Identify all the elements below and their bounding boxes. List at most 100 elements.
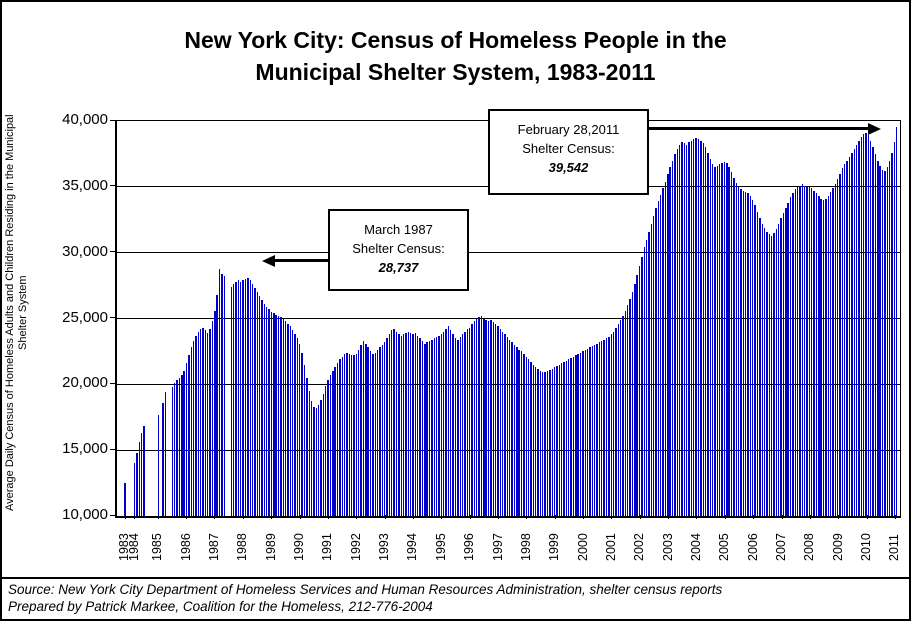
bar-slot: [268, 121, 270, 516]
x-axis-tick: [327, 515, 329, 519]
bar-slot: [749, 121, 752, 516]
bar: [572, 356, 575, 516]
bar: [766, 231, 768, 516]
bar-slot: [445, 121, 447, 516]
bar: [398, 334, 400, 516]
bar: [242, 280, 244, 516]
bar: [596, 343, 598, 516]
bar: [216, 294, 218, 516]
bar: [615, 327, 617, 516]
x-axis-tick: [668, 515, 670, 519]
bar: [388, 334, 391, 516]
x-tick-label-1996: 1996: [462, 533, 477, 561]
bar-slot: [598, 121, 601, 516]
bar: [532, 364, 535, 516]
bar: [560, 363, 563, 516]
bar-slot: [806, 121, 808, 516]
bar: [678, 144, 681, 516]
bar: [787, 202, 789, 516]
bar-slot: [735, 121, 737, 516]
bar-slot: [549, 121, 551, 516]
bar-slot: [339, 121, 341, 516]
bar: [782, 213, 785, 516]
bar: [608, 336, 610, 516]
bar: [435, 336, 438, 516]
bar-slot: [870, 121, 872, 516]
bar-slot: [336, 121, 339, 516]
x-axis-tick: [186, 515, 188, 519]
bar: [631, 292, 634, 516]
bar-slot: [358, 121, 360, 516]
bar-slot: [888, 121, 891, 516]
bar-slot: [572, 121, 575, 516]
bar-slot: [242, 121, 244, 516]
bar: [419, 338, 421, 516]
bar: [402, 334, 405, 516]
bar: [841, 168, 844, 516]
bar: [535, 367, 537, 516]
bar-slot: [848, 121, 851, 516]
bar: [586, 348, 589, 516]
bar: [461, 334, 464, 516]
bar-slot: [391, 121, 393, 516]
bar: [634, 284, 636, 516]
callout-feb-2011: February 28,2011 Shelter Census: 39,542: [488, 109, 649, 195]
bar-slot: [862, 121, 865, 516]
bar-slot: [709, 121, 711, 516]
bar: [645, 239, 648, 516]
bar-slot: [289, 121, 292, 516]
bar-slot: [494, 121, 497, 516]
bar-slot: [716, 121, 719, 516]
x-axis-tick: [384, 515, 386, 519]
bar: [527, 359, 530, 516]
bar-slot: [577, 121, 579, 516]
bar: [683, 143, 686, 516]
x-axis-tick: [696, 515, 698, 519]
bar-slot: [188, 121, 190, 516]
bar: [591, 346, 594, 516]
bar-slot: [865, 121, 867, 516]
bar: [289, 326, 292, 516]
bar: [579, 352, 582, 516]
bar-slot: [476, 121, 478, 516]
bar-slot: [230, 121, 233, 516]
bar-slot: [803, 121, 806, 516]
bar-slot: [240, 121, 242, 516]
bar: [553, 367, 556, 516]
bar-slot: [310, 121, 313, 516]
bar-slot: [631, 121, 634, 516]
bar: [565, 360, 568, 516]
bar: [320, 400, 322, 516]
bar: [648, 231, 650, 516]
bar: [773, 232, 775, 516]
bar-slot: [157, 121, 159, 516]
bar-slot: [294, 121, 296, 516]
bar-slot: [263, 121, 266, 516]
bar: [258, 296, 261, 516]
bar: [820, 198, 822, 516]
x-tick-label-1994: 1994: [405, 533, 420, 561]
gridline: [117, 318, 900, 319]
bar: [478, 317, 480, 516]
bar: [742, 190, 745, 516]
bar-slot: [891, 121, 893, 516]
bar: [818, 196, 820, 516]
bar: [525, 356, 527, 516]
bar: [140, 433, 143, 516]
y-axis-tick: [110, 514, 115, 516]
bar-slot: [624, 121, 627, 516]
bar-slot: [681, 121, 683, 516]
bar: [551, 368, 553, 516]
bar: [270, 311, 273, 516]
x-axis-tick: [526, 515, 528, 519]
bar: [209, 329, 211, 516]
bar-slot: [209, 121, 211, 516]
bar-slot: [504, 121, 506, 516]
bar: [358, 350, 360, 516]
bar-slot: [490, 121, 492, 516]
bar: [605, 338, 608, 516]
bar-slot: [313, 121, 315, 516]
bar-slot: [261, 121, 263, 516]
bar-slot: [412, 121, 414, 516]
x-axis-tick: [124, 515, 126, 519]
